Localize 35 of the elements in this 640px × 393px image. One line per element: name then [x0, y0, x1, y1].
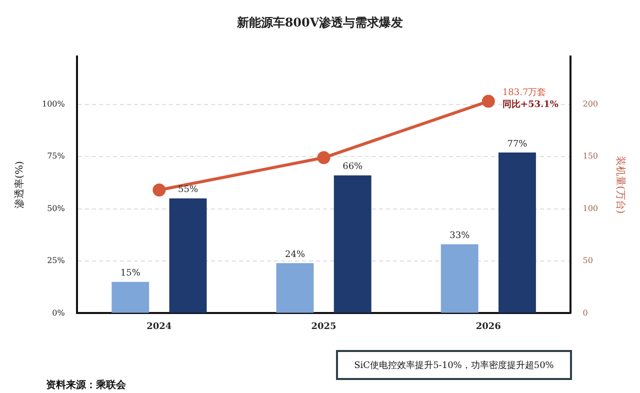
y-tick-label: 50%: [47, 204, 66, 213]
y-tick-label: 100%: [42, 100, 66, 108]
data-label: 33%: [450, 231, 470, 242]
point: [482, 94, 495, 108]
y2-tick-label: 50: [582, 256, 593, 266]
y2-tick-label: 0: [582, 308, 588, 318]
x-tick-label: 2025: [311, 322, 336, 332]
bar: [276, 263, 314, 313]
data-label: 77%: [507, 139, 528, 150]
bar: [334, 175, 372, 313]
y2-axis-title: 装机量(万台): [614, 156, 626, 214]
annotation: 同比+53.1%: [502, 99, 559, 110]
bar: [169, 198, 207, 313]
bar: [440, 244, 478, 313]
bar: [498, 152, 536, 313]
point: [317, 151, 330, 164]
x-tick-label: 2024: [146, 322, 172, 332]
y2-tick-label: 150: [582, 152, 598, 161]
data-label: 66%: [342, 162, 364, 172]
y-tick-label: 25%: [47, 256, 66, 266]
data-label: 24%: [284, 250, 306, 260]
bar: [112, 282, 150, 313]
text: SiC使电控效率提升5-10%，功率密度提升超50%: [336, 350, 572, 380]
y2-tick-label: 200: [582, 100, 598, 108]
x-tick-label: 2026: [476, 322, 501, 332]
y-tick-label: 0%: [52, 308, 66, 318]
text: 资料来源：乘联会: [46, 378, 126, 392]
y-tick-label: 75%: [47, 152, 66, 161]
point: [152, 184, 166, 197]
chart-title: 新能源车800V渗透与需求爆发: [236, 15, 404, 30]
data-label: 15%: [120, 268, 141, 279]
y-axis-title: 渗透率(%): [14, 161, 26, 208]
data-label: 55%: [178, 185, 198, 196]
annotation: 183.7万套: [502, 87, 546, 98]
y2-tick-label: 100: [582, 204, 598, 213]
